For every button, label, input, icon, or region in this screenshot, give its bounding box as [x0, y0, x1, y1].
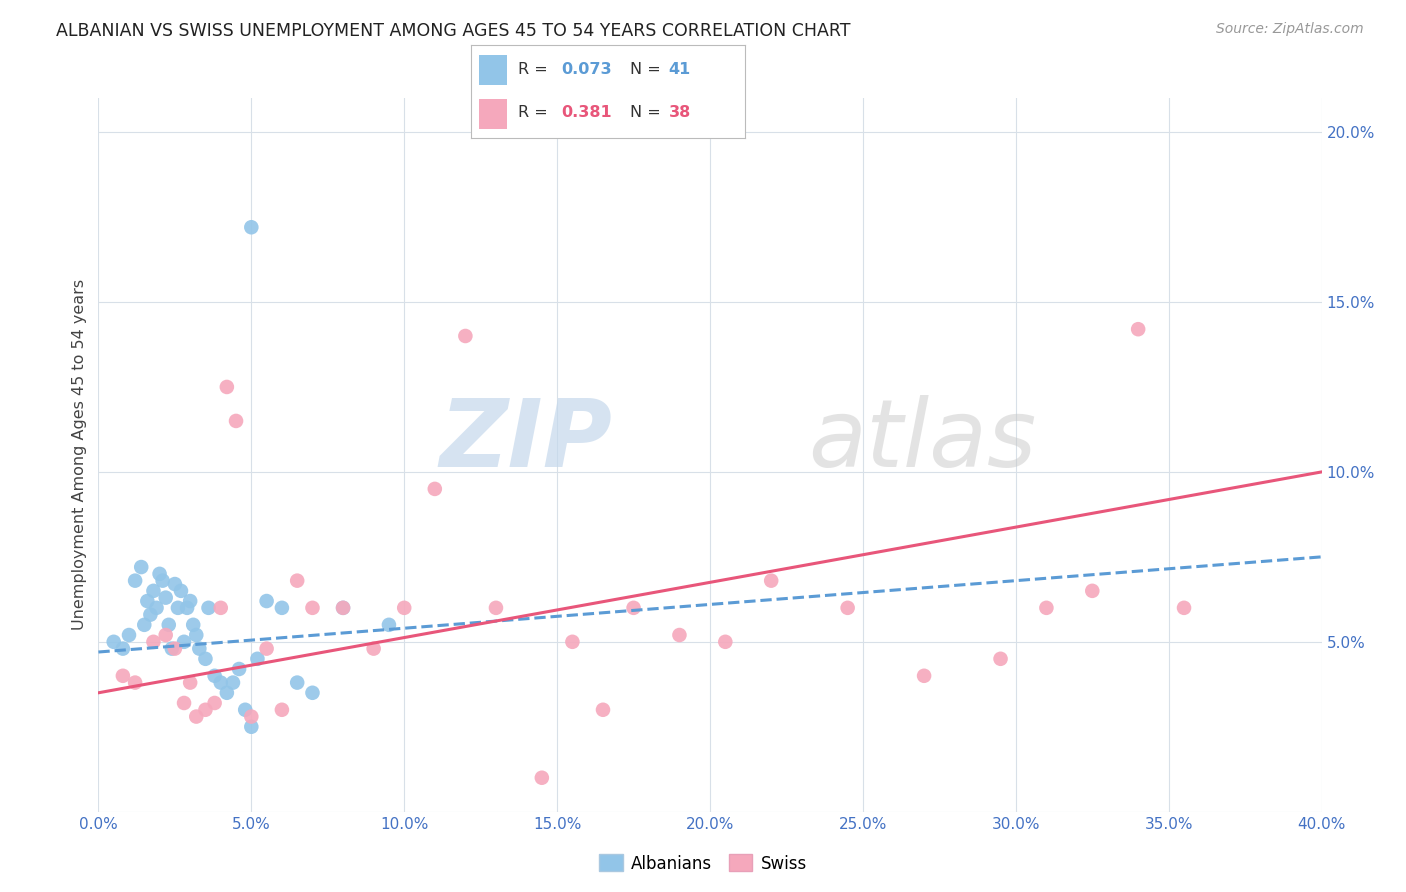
Text: Source: ZipAtlas.com: Source: ZipAtlas.com: [1216, 22, 1364, 37]
Y-axis label: Unemployment Among Ages 45 to 54 years: Unemployment Among Ages 45 to 54 years: [72, 279, 87, 631]
Point: [240, 709, 263, 723]
Point: [111, 641, 134, 656]
Point: [454, 329, 477, 343]
Text: 0.381: 0.381: [561, 105, 612, 120]
Point: [204, 696, 226, 710]
Point: [301, 686, 323, 700]
Point: [623, 600, 645, 615]
Point: [197, 600, 219, 615]
Point: [837, 600, 859, 615]
Point: [194, 652, 217, 666]
Text: R =: R =: [517, 105, 553, 120]
Text: 0.073: 0.073: [561, 62, 612, 78]
FancyBboxPatch shape: [479, 99, 506, 129]
Point: [124, 574, 146, 588]
Point: [225, 414, 247, 428]
Point: [215, 686, 238, 700]
Point: [1173, 600, 1195, 615]
Point: [270, 600, 292, 615]
Point: [181, 617, 204, 632]
Point: [392, 600, 416, 615]
Point: [179, 594, 201, 608]
Point: [155, 591, 177, 605]
Point: [285, 574, 308, 588]
Point: [111, 669, 134, 683]
Point: [1128, 322, 1150, 336]
Point: [152, 574, 174, 588]
Point: [167, 600, 190, 615]
Point: [256, 594, 278, 608]
Legend: Albanians, Swiss: Albanians, Swiss: [593, 847, 813, 880]
Point: [485, 600, 508, 615]
Point: [139, 607, 162, 622]
Point: [714, 635, 737, 649]
Point: [561, 635, 583, 649]
Point: [118, 628, 141, 642]
Point: [136, 594, 159, 608]
Point: [155, 628, 177, 642]
Point: [204, 669, 226, 683]
Point: [103, 635, 125, 649]
Point: [215, 380, 238, 394]
Point: [142, 583, 165, 598]
Point: [228, 662, 250, 676]
Point: [170, 583, 193, 598]
Text: atlas: atlas: [808, 395, 1036, 486]
Point: [173, 696, 195, 710]
Point: [209, 675, 232, 690]
Text: 41: 41: [668, 62, 690, 78]
Point: [592, 703, 614, 717]
Point: [194, 703, 217, 717]
Point: [149, 566, 172, 581]
Point: [363, 641, 385, 656]
Point: [285, 675, 308, 690]
Text: R =: R =: [517, 62, 553, 78]
Text: ZIP: ZIP: [439, 394, 612, 487]
Point: [188, 641, 211, 656]
Point: [1035, 600, 1057, 615]
Text: N =: N =: [630, 62, 666, 78]
Point: [332, 600, 354, 615]
Point: [233, 703, 256, 717]
Point: [270, 703, 292, 717]
Text: 38: 38: [668, 105, 690, 120]
FancyBboxPatch shape: [479, 55, 506, 85]
Point: [240, 220, 263, 235]
Point: [186, 628, 208, 642]
Point: [142, 635, 165, 649]
Point: [759, 574, 782, 588]
Text: N =: N =: [630, 105, 666, 120]
Point: [134, 617, 156, 632]
Point: [163, 641, 186, 656]
Point: [378, 617, 401, 632]
Point: [240, 720, 263, 734]
Point: [145, 600, 167, 615]
Point: [176, 600, 198, 615]
Point: [332, 600, 354, 615]
Point: [423, 482, 446, 496]
Point: [301, 600, 323, 615]
Point: [129, 560, 152, 574]
Point: [173, 635, 195, 649]
Point: [186, 709, 208, 723]
Point: [222, 675, 245, 690]
Point: [256, 641, 278, 656]
Point: [209, 600, 232, 615]
Point: [160, 641, 183, 656]
Text: ALBANIAN VS SWISS UNEMPLOYMENT AMONG AGES 45 TO 54 YEARS CORRELATION CHART: ALBANIAN VS SWISS UNEMPLOYMENT AMONG AGE…: [56, 22, 851, 40]
Point: [157, 617, 180, 632]
Point: [163, 577, 186, 591]
Point: [246, 652, 269, 666]
Point: [912, 669, 935, 683]
Point: [124, 675, 146, 690]
Point: [1081, 583, 1104, 598]
Point: [530, 771, 553, 785]
Point: [179, 675, 201, 690]
Point: [668, 628, 690, 642]
Point: [990, 652, 1012, 666]
